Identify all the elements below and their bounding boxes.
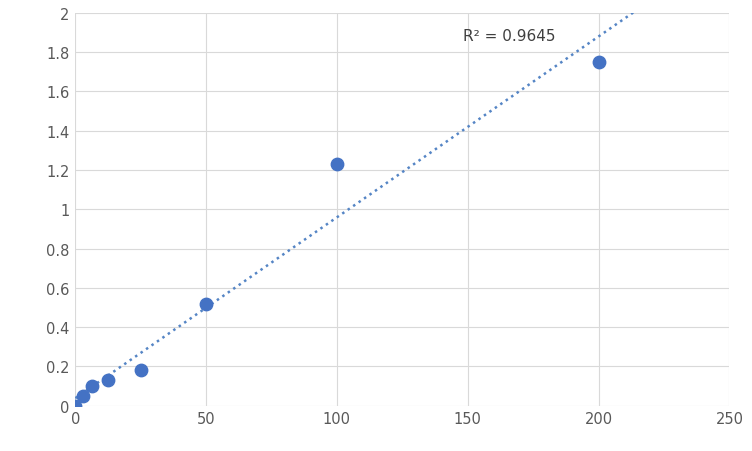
Point xyxy=(331,161,343,168)
Point xyxy=(69,402,81,410)
Point xyxy=(593,59,605,66)
Point xyxy=(77,392,89,400)
Point xyxy=(135,367,147,374)
Point xyxy=(86,382,98,390)
Point xyxy=(200,300,212,308)
Point xyxy=(102,377,114,384)
Text: R² = 0.9645: R² = 0.9645 xyxy=(462,29,555,44)
